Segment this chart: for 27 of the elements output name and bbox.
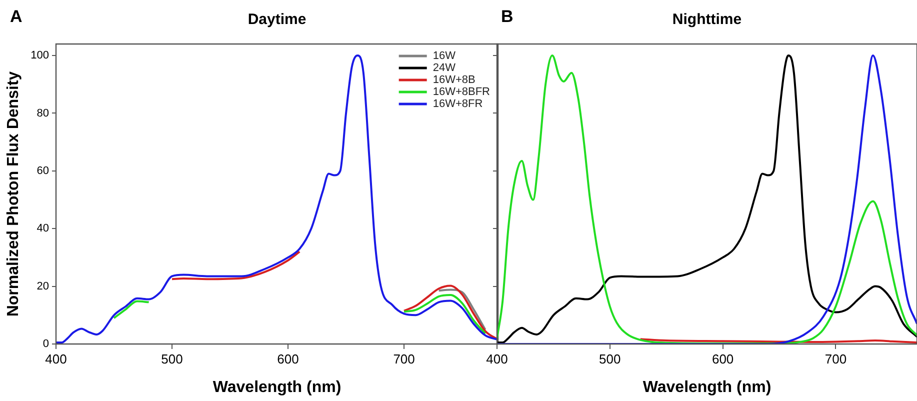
y-tick-label: 20 — [36, 280, 49, 292]
x-tick-label: 500 — [599, 351, 621, 366]
x-tick-label: 700 — [824, 351, 847, 366]
x-tick-label: 600 — [277, 351, 299, 366]
legend-label: 16W+8BFR — [432, 86, 490, 98]
x-tick-label: 700 — [393, 351, 415, 366]
x-axis-title: Wavelength (nm) — [212, 378, 342, 396]
text: A — [10, 7, 22, 26]
y-axis-title: Normalized Photon Flux Density — [5, 71, 22, 317]
x-axis-title: Wavelength (nm) — [642, 378, 772, 396]
x-tick-label: 400 — [486, 351, 508, 366]
legend-label: 16W+8FR — [432, 98, 483, 110]
text: B — [501, 7, 514, 26]
chart-title: Daytime — [248, 11, 306, 28]
x-tick-label: 500 — [161, 351, 183, 366]
y-tick-label: 80 — [36, 107, 49, 120]
x-tick-label: 600 — [712, 351, 734, 366]
line-series — [438, 288, 486, 331]
chart-title: Nighttime — [672, 11, 742, 28]
y-tick-label: 60 — [36, 164, 49, 177]
y-tick-label: 100 — [30, 50, 49, 62]
legend-label: 16W — [432, 50, 456, 62]
y-tick-label: 40 — [36, 222, 49, 235]
legend-label: 16W+8B — [432, 74, 476, 86]
legend-label: 24W — [432, 62, 456, 74]
y-tick-label: 0 — [42, 338, 49, 350]
x-tick-label: 400 — [45, 351, 67, 366]
